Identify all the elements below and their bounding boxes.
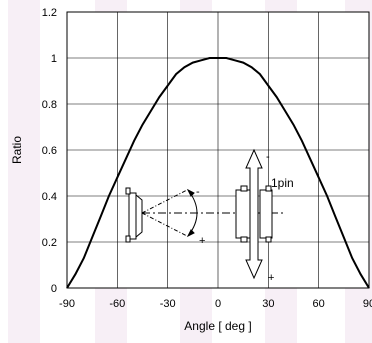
x-tick-label: 60 bbox=[313, 298, 325, 310]
x-tick-labels: -90 -60 -30 0 30 60 90 bbox=[59, 298, 372, 310]
x-axis-title: Angle [ deg ] bbox=[184, 319, 251, 333]
component-pin-center-top bbox=[240, 185, 248, 192]
rotation-arrowhead-bottom bbox=[186, 229, 195, 238]
y-tick-label: 0 bbox=[51, 283, 57, 295]
y-axis-title: Ratio bbox=[10, 136, 24, 164]
pin-label: 1pin bbox=[271, 176, 294, 190]
rotation-line-lower bbox=[141, 212, 188, 237]
component-pin-left-top bbox=[125, 187, 131, 195]
minus-sign-arrow: - bbox=[266, 151, 270, 163]
x-tick-label: -90 bbox=[59, 298, 75, 310]
rotation-arrowhead-top bbox=[186, 188, 195, 197]
plus-sign-arc: + bbox=[199, 235, 205, 247]
double-arrow bbox=[245, 148, 263, 280]
y-tick-label: 0.6 bbox=[42, 145, 57, 157]
component-lens-left bbox=[135, 193, 143, 239]
x-tick-label: -60 bbox=[109, 298, 125, 310]
orientation-diagram bbox=[125, 148, 286, 280]
x-tick-label: 90 bbox=[363, 298, 372, 310]
component-body-right bbox=[259, 189, 273, 239]
component-pin-right-top bbox=[265, 185, 272, 192]
ratio-curve bbox=[66, 57, 370, 289]
plot-frame bbox=[66, 11, 370, 289]
component-pin-right-bottom bbox=[265, 236, 272, 243]
y-tick-label: 0.8 bbox=[42, 99, 57, 111]
y-tick-labels: 0 0.2 0.4 0.6 0.8 1 1.2 bbox=[42, 7, 57, 295]
y-tick-label: 1.2 bbox=[42, 7, 57, 19]
component-pin-center-bottom bbox=[240, 236, 248, 243]
x-tick-label: 30 bbox=[262, 298, 274, 310]
stripe bbox=[8, 0, 40, 343]
component-body-left bbox=[128, 192, 137, 240]
plus-sign-arrow: + bbox=[268, 272, 274, 284]
y-tick-label: 0.2 bbox=[42, 237, 57, 249]
component-pin-left-bottom bbox=[125, 235, 131, 243]
y-tick-label: 0.4 bbox=[42, 191, 57, 203]
minus-sign-arc: - bbox=[196, 186, 200, 198]
rotation-line-upper bbox=[141, 189, 188, 214]
x-tick-label: 0 bbox=[215, 298, 221, 310]
y-tick-label: 1 bbox=[51, 53, 57, 65]
x-tick-label: -30 bbox=[160, 298, 176, 310]
